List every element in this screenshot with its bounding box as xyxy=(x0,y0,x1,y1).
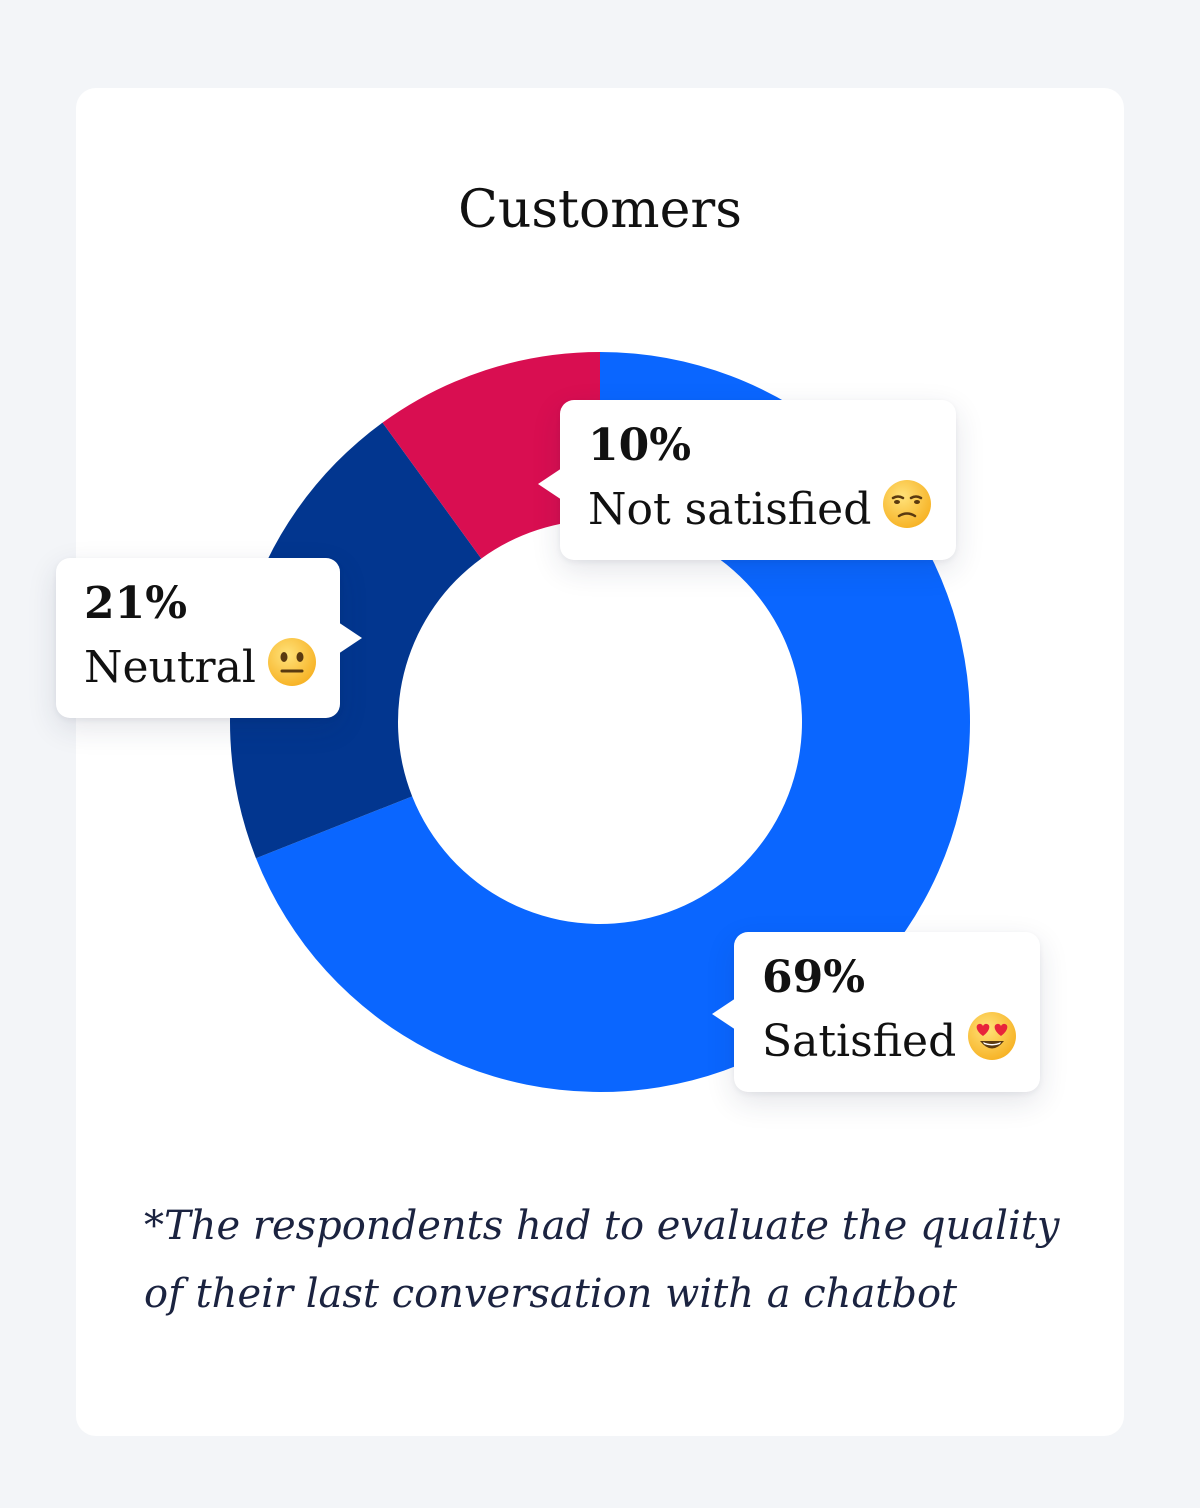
callout-satisfied: 69% Satisfied xyxy=(712,932,1040,1092)
not-satisfied-text: Not satisfied xyxy=(588,484,872,535)
callout-not-satisfied: 10% Not satisfied xyxy=(538,400,956,560)
callout-pointer xyxy=(712,998,736,1030)
category-label-satisfied: Satisfied xyxy=(762,1010,1017,1074)
callout-pointer xyxy=(538,468,562,500)
value-label-neutral: 21% xyxy=(84,578,188,629)
neutral-face-icon xyxy=(267,638,316,686)
donut-slice-not-satisfied xyxy=(382,352,600,559)
callout-neutral: 21% Neutral xyxy=(56,558,362,718)
footnote: *The respondents had to evaluate the qua… xyxy=(144,1203,1060,1317)
neutral-text: Neutral xyxy=(84,642,256,693)
category-label-not-satisfied: Not satisfied xyxy=(588,478,932,542)
unamused-face-icon xyxy=(883,480,932,528)
value-label-not-satisfied: 10% xyxy=(588,420,692,471)
smiling-face-with-heart-eyes-icon xyxy=(968,1012,1017,1060)
chart-title: Customers xyxy=(458,180,742,240)
callout-pointer xyxy=(338,622,362,654)
satisfied-text: Satisfied xyxy=(762,1016,957,1067)
category-label-neutral: Neutral xyxy=(84,636,316,700)
value-label-satisfied: 69% xyxy=(762,952,866,1003)
